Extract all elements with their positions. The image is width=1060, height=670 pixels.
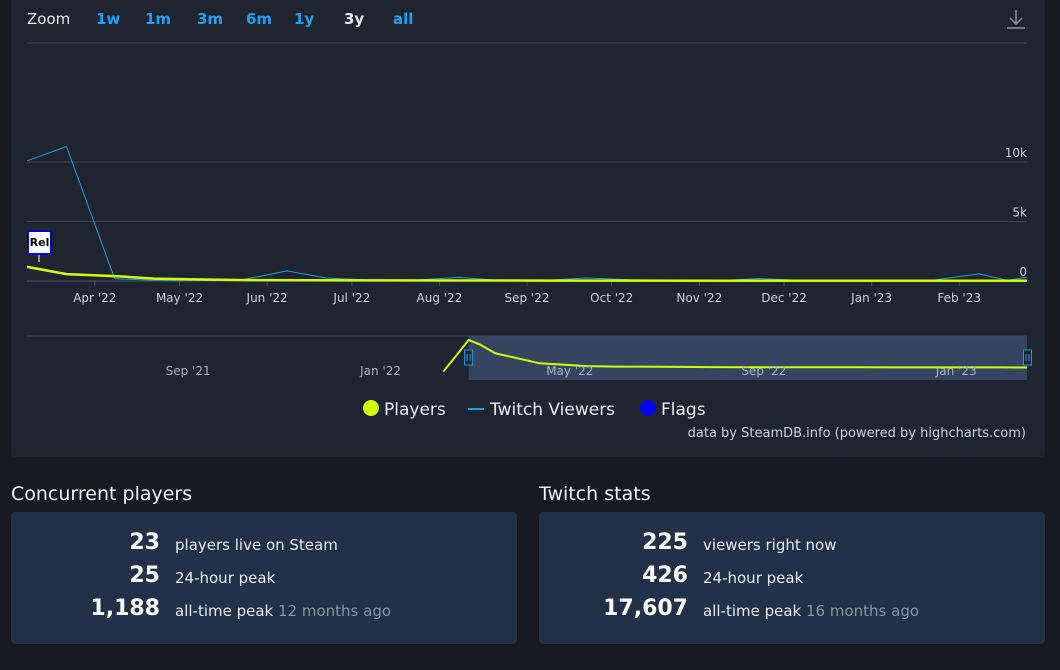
y-tick-label: 10k: [1005, 146, 1027, 160]
legend-item-twitch-viewers[interactable]: Twitch Viewers: [468, 400, 615, 420]
stat-row-live: 23 players live on Steam: [11, 530, 517, 560]
navigator-tick-label: Sep '22: [741, 364, 786, 378]
x-tick-label: Sep '22: [505, 291, 550, 305]
concurrent-players-box: 23 players live on Steam 25 24-hour peak…: [11, 512, 517, 644]
navigator-left-handle[interactable]: [464, 349, 474, 366]
navigator[interactable]: Sep '21 Jan '22 May '22 Sep '22 Jan '23: [27, 335, 1032, 380]
zoom-buttons: 1w 1m 3m 6m 1y 3y all: [96, 10, 413, 28]
twitch-viewers-series-line[interactable]: [26, 145, 1028, 282]
chart-credit[interactable]: data by SteamDB.info (powered by highcha…: [688, 426, 1026, 441]
flag-label: Rel: [30, 236, 50, 249]
navigator-players-line: [442, 338, 1028, 373]
grid-lines: [27, 161, 1027, 282]
y-axis: 0 5k 10k: [1005, 146, 1027, 279]
chart-panel: Zoom 1w 1m 3m 6m 1y 3y all 0 5k 10k Apr '22 May '…: [11, 0, 1045, 457]
flag-box: [27, 230, 52, 255]
x-tick-label: Apr '22: [73, 291, 116, 305]
x-tick-label: Dec '22: [761, 291, 807, 305]
stat-row-all-time-peak: 1,188 all-time peak 12 months ago: [11, 596, 517, 626]
zoom-1m-button[interactable]: 1m: [145, 10, 171, 28]
player-chart: Zoom 1w 1m 3m 6m 1y 3y all 0 5k 10k Apr '22 May '…: [26, 10, 1032, 441]
stat-row-viewers-now: 225 viewers right now: [539, 530, 1045, 560]
stat-value: 25: [129, 563, 160, 588]
zoom-1y-button[interactable]: 1y: [294, 10, 314, 28]
stat-value: 1,188: [90, 596, 160, 621]
stat-row-24h-peak: 426 24-hour peak: [539, 563, 1045, 593]
zoom-all-button[interactable]: all: [393, 10, 413, 28]
y-tick-label: 0: [1019, 265, 1027, 279]
x-axis: Apr '22 May '22 Jun '22 Jul '22 Aug '22 Sep '…: [73, 281, 981, 305]
y-tick-label: 5k: [1012, 206, 1027, 220]
x-tick-label: Oct '22: [590, 291, 633, 305]
legend-item-flags[interactable]: Flags: [640, 400, 706, 420]
stat-label: 24-hour peak: [175, 569, 276, 587]
twitch-stats-box: 225 viewers right now 426 24-hour peak 1…: [539, 512, 1045, 644]
x-tick-label: May '22: [156, 291, 203, 305]
zoom-label: Zoom: [27, 10, 70, 28]
stat-label: all-time peak 12 months ago: [175, 602, 392, 620]
x-tick-label: Nov '22: [676, 291, 722, 305]
stat-value: 23: [129, 530, 160, 555]
legend-label: Players: [384, 400, 446, 420]
zoom-3y-button[interactable]: 3y: [344, 10, 364, 28]
stat-time-ago: 16 months ago: [806, 602, 920, 620]
stat-label: viewers right now: [703, 536, 837, 554]
x-tick-label: Jul '22: [332, 291, 370, 305]
legend-label: Twitch Viewers: [489, 400, 615, 420]
legend-label: Flags: [661, 400, 706, 420]
stat-row-all-time-peak: 17,607 all-time peak 16 months ago: [539, 596, 1045, 626]
concurrent-players-title: Concurrent players: [11, 483, 193, 505]
x-tick-label: Jun '22: [246, 291, 288, 305]
stat-row-24h-peak: 25 24-hour peak: [11, 563, 517, 593]
players-series-line[interactable]: [26, 265, 1027, 282]
navigator-tick-label: May '22: [546, 364, 593, 378]
x-tick-label: Jan '23: [850, 291, 892, 305]
zoom-3m-button[interactable]: 3m: [197, 10, 223, 28]
stat-value: 426: [642, 563, 688, 588]
navigator-right-handle[interactable]: [1023, 349, 1032, 366]
navigator-tick-label: Jan '22: [359, 364, 401, 378]
release-flag[interactable]: Rel: [27, 230, 52, 262]
zoom-6m-button[interactable]: 6m: [246, 10, 272, 28]
legend-symbol: [363, 400, 379, 416]
navigator-tick-label: Sep '21: [166, 364, 211, 378]
stat-value: 225: [642, 530, 688, 555]
x-tick-label: Aug '22: [417, 291, 463, 305]
navigator-selection[interactable]: [468, 336, 1027, 380]
legend-item-players[interactable]: Players: [363, 400, 446, 420]
navigator-tick-label: Jan '23: [935, 364, 977, 378]
stat-label: 24-hour peak: [703, 569, 804, 587]
stat-label: players live on Steam: [175, 536, 338, 554]
legend: Players Twitch Viewers Flags: [363, 400, 706, 420]
stat-label: all-time peak 16 months ago: [703, 602, 920, 620]
zoom-1w-button[interactable]: 1w: [96, 10, 120, 28]
legend-symbol: [640, 400, 656, 416]
twitch-stats-title: Twitch stats: [539, 483, 651, 505]
x-tick-label: Feb '23: [937, 291, 981, 305]
download-icon[interactable]: [1007, 10, 1025, 29]
stat-value: 17,607: [603, 596, 688, 621]
stat-time-ago: 12 months ago: [278, 602, 392, 620]
series-layer: [26, 145, 1028, 282]
